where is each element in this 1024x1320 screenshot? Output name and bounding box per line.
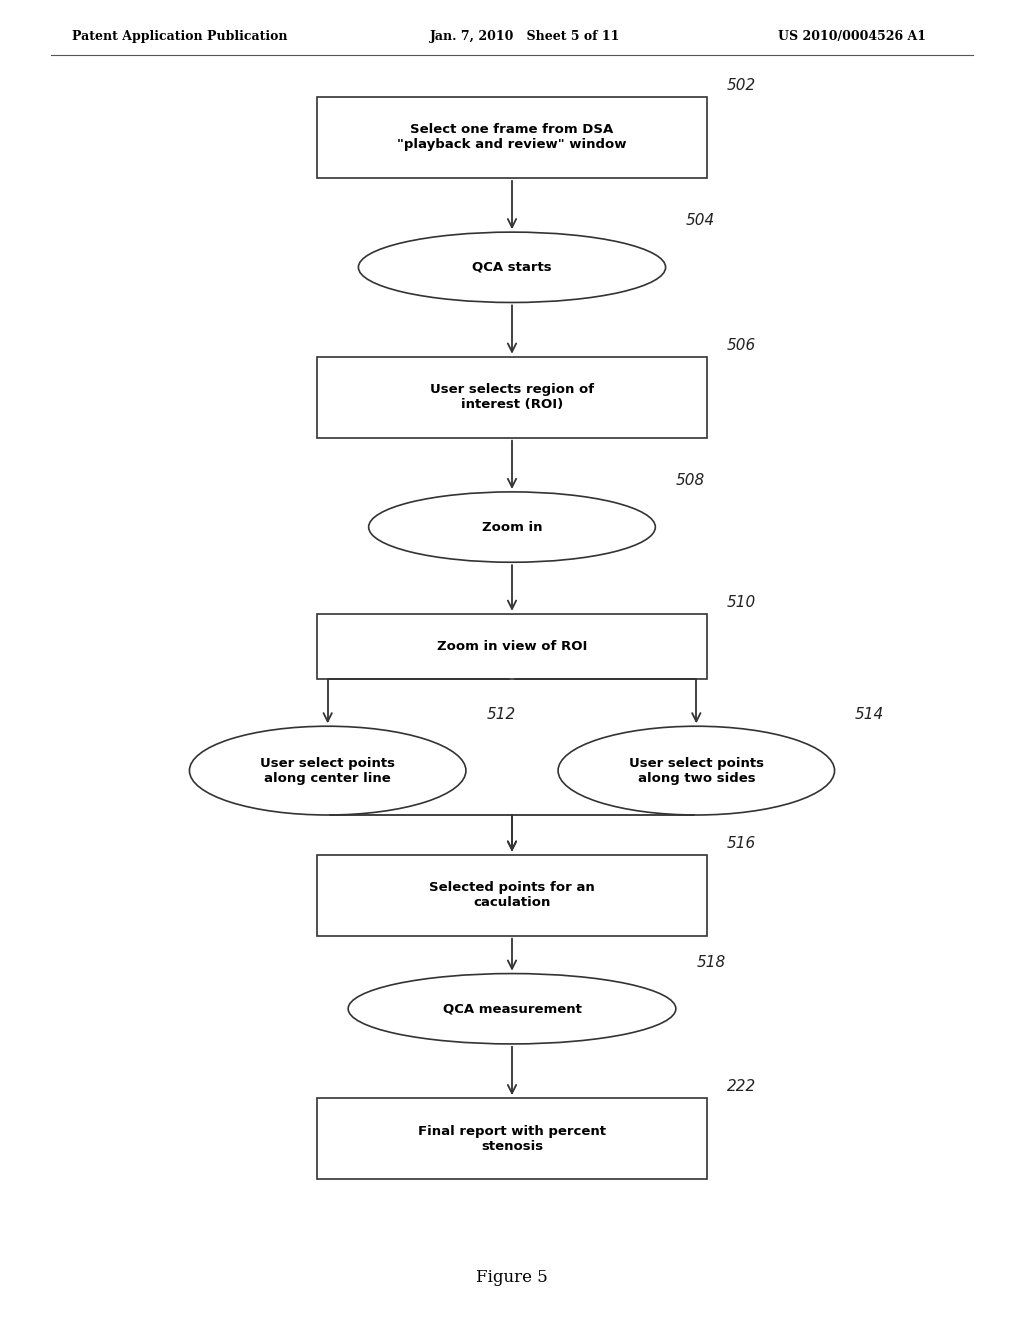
Text: Jan. 7, 2010   Sheet 5 of 11: Jan. 7, 2010 Sheet 5 of 11 xyxy=(430,30,621,44)
Text: Select one frame from DSA
"playback and review" window: Select one frame from DSA "playback and … xyxy=(397,123,627,152)
Ellipse shape xyxy=(558,726,835,814)
Text: 506: 506 xyxy=(727,338,757,352)
FancyBboxPatch shape xyxy=(317,1098,707,1179)
Text: 512: 512 xyxy=(486,708,516,722)
Text: Selected points for an
caculation: Selected points for an caculation xyxy=(429,880,595,909)
Text: Patent Application Publication: Patent Application Publication xyxy=(72,30,287,44)
Text: Figure 5: Figure 5 xyxy=(476,1270,548,1286)
Text: User selects region of
interest (ROI): User selects region of interest (ROI) xyxy=(430,383,594,412)
Ellipse shape xyxy=(358,232,666,302)
Text: Final report with percent
stenosis: Final report with percent stenosis xyxy=(418,1125,606,1152)
FancyBboxPatch shape xyxy=(317,356,707,438)
Text: User select points
along center line: User select points along center line xyxy=(260,756,395,784)
Text: Zoom in view of ROI: Zoom in view of ROI xyxy=(437,640,587,652)
FancyBboxPatch shape xyxy=(317,854,707,936)
Text: 508: 508 xyxy=(676,473,706,488)
Ellipse shape xyxy=(348,974,676,1044)
Text: QCA starts: QCA starts xyxy=(472,261,552,273)
Text: 504: 504 xyxy=(686,213,716,228)
Text: 514: 514 xyxy=(855,708,885,722)
Text: 516: 516 xyxy=(727,836,757,850)
Text: US 2010/0004526 A1: US 2010/0004526 A1 xyxy=(778,30,927,44)
Ellipse shape xyxy=(189,726,466,814)
Ellipse shape xyxy=(369,492,655,562)
Text: 518: 518 xyxy=(696,954,726,970)
Text: 502: 502 xyxy=(727,78,757,92)
FancyBboxPatch shape xyxy=(317,614,707,678)
Text: 222: 222 xyxy=(727,1078,757,1094)
Text: User select points
along two sides: User select points along two sides xyxy=(629,756,764,784)
Text: 510: 510 xyxy=(727,595,757,610)
Text: QCA measurement: QCA measurement xyxy=(442,1002,582,1015)
Text: Zoom in: Zoom in xyxy=(481,520,543,533)
FancyBboxPatch shape xyxy=(317,96,707,178)
